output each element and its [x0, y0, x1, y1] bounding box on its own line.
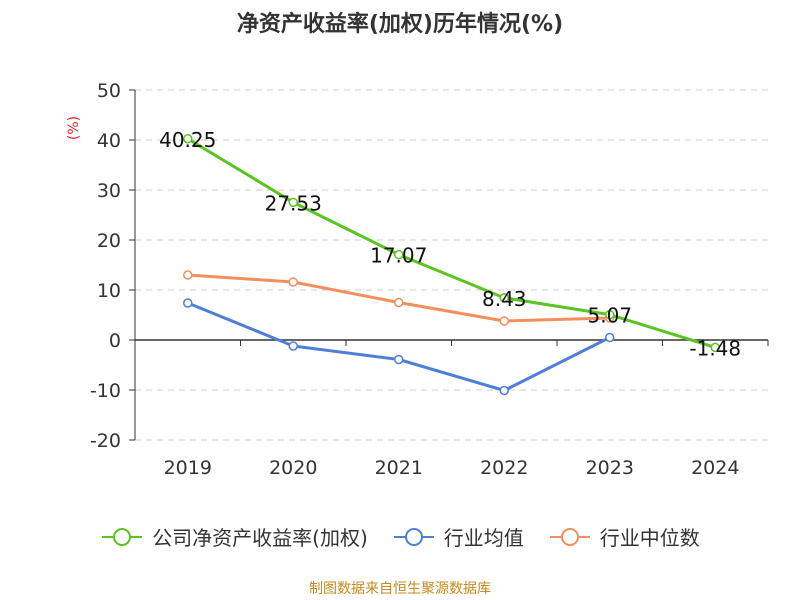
data-point: [288, 197, 298, 208]
legend: 公司净资产收益率(加权) 行业均值 行业中位数: [0, 522, 800, 551]
data-point: [499, 385, 509, 396]
legend-item-industry-median[interactable]: 行业中位数: [548, 522, 700, 551]
data-point: [183, 270, 193, 280]
data-point: [288, 277, 298, 287]
y-tick-label: 0: [109, 330, 121, 352]
source-note: 制图数据来自恒生聚源数据库: [309, 581, 491, 597]
x-tick-label: 2024: [691, 457, 739, 479]
y-tick-label: 10: [97, 280, 121, 302]
y-tick-label: -20: [90, 430, 121, 452]
data-point: [605, 309, 615, 320]
data-label: 5.07: [587, 304, 632, 328]
series-lines: [183, 134, 720, 396]
series-line-1: [187, 301, 611, 392]
y-unit-label: (%): [66, 116, 82, 140]
x-tick-label: 2021: [375, 457, 423, 479]
data-labels: 40.25 27.53 17.07 8.43 5.07 -1.48: [159, 128, 741, 361]
series-line-0: [186, 137, 716, 349]
data-label: 8.43: [482, 287, 527, 311]
legend-label-industry-mean: 行业均值: [443, 526, 524, 550]
data-label: 40.25: [159, 128, 216, 152]
y-tick-label: 20: [97, 230, 121, 252]
y-tick-label: -10: [90, 380, 121, 402]
chart-title: 净资产收益率(加权)历年情况(%): [236, 12, 564, 37]
legend-label-industry-median: 行业中位数: [599, 526, 700, 550]
x-tick-label: 2023: [586, 457, 634, 479]
y-tick-label: 50: [97, 80, 121, 102]
data-point: [183, 298, 193, 308]
data-label: 27.53: [265, 191, 322, 215]
data-point: [183, 134, 193, 144]
legend-label-company: 公司净资产收益率(加权): [152, 526, 368, 550]
data-point: [394, 249, 404, 260]
axes: 50 40 30 20 10 0 -10 -20 (%) 2019 2020 2021 2022 2023…: [66, 80, 769, 479]
legend-item-industry-mean[interactable]: 行业均值: [392, 522, 524, 551]
data-point: [394, 297, 404, 308]
data-point: [605, 332, 615, 343]
data-point: [394, 354, 404, 365]
data-label: 17.07: [370, 244, 427, 268]
y-tick-label: 30: [97, 180, 121, 202]
data-label: -1.48: [689, 336, 741, 360]
data-point: [499, 316, 509, 326]
data-point: [710, 342, 720, 353]
data-point: [288, 341, 298, 351]
legend-item-company[interactable]: 公司净资产收益率(加权): [100, 522, 368, 551]
legend-marker-green: [102, 527, 143, 546]
x-tick-label: 2022: [480, 457, 528, 479]
x-tick-label: 2020: [269, 457, 317, 479]
y-tick-label: 40: [97, 130, 121, 152]
legend-marker-blue: [393, 527, 434, 546]
legend-marker-orange: [549, 527, 590, 546]
grid-lines: [135, 89, 768, 441]
x-tick-label: 2019: [164, 457, 212, 479]
data-point: [499, 293, 509, 303]
